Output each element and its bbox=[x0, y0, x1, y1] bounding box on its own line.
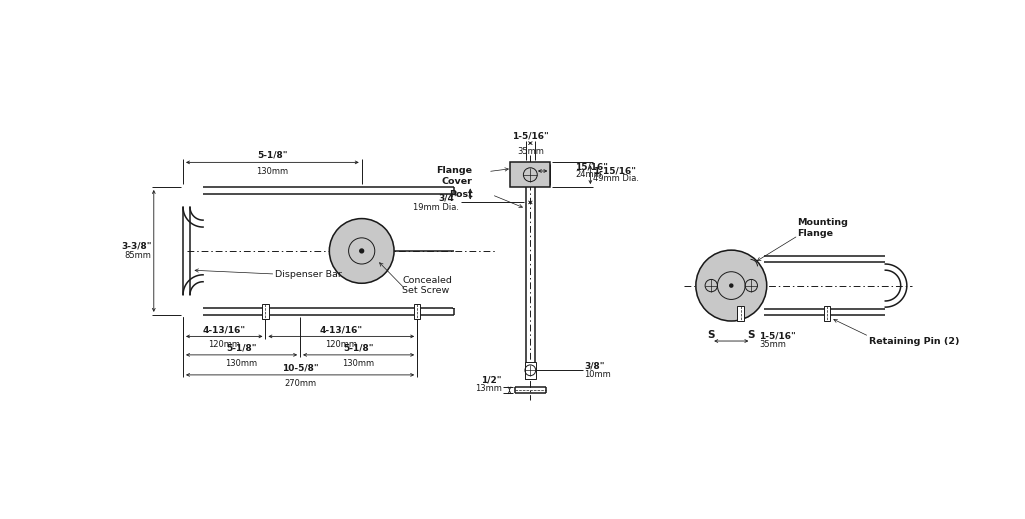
Text: 5-1/8": 5-1/8" bbox=[257, 151, 288, 159]
Text: 3/8": 3/8" bbox=[584, 361, 605, 370]
Text: 120mm: 120mm bbox=[325, 340, 358, 349]
Text: 1/2": 1/2" bbox=[482, 375, 502, 384]
Text: 120mm: 120mm bbox=[208, 340, 240, 349]
Text: 10mm: 10mm bbox=[584, 370, 611, 379]
Text: 1-15/16": 1-15/16" bbox=[592, 167, 636, 175]
Text: S: S bbox=[707, 330, 715, 340]
Text: Post: Post bbox=[449, 190, 473, 199]
Text: S: S bbox=[747, 330, 755, 340]
Text: 1-5/16": 1-5/16" bbox=[758, 332, 795, 341]
Text: 15/16": 15/16" bbox=[575, 163, 608, 172]
Text: 5-1/8": 5-1/8" bbox=[227, 344, 257, 352]
Text: Dispenser Bar: Dispenser Bar bbox=[276, 269, 342, 279]
Text: 4-13/16": 4-13/16" bbox=[320, 325, 363, 334]
Bar bbox=[824, 306, 830, 321]
Text: 24mm: 24mm bbox=[575, 170, 602, 179]
Text: 10-5/8": 10-5/8" bbox=[282, 364, 319, 373]
Text: 5-1/8": 5-1/8" bbox=[343, 344, 374, 352]
Text: 35mm: 35mm bbox=[758, 339, 786, 349]
Text: 85mm: 85mm bbox=[125, 251, 152, 260]
Text: 130mm: 130mm bbox=[256, 167, 288, 176]
Bar bbox=[262, 304, 269, 320]
Circle shape bbox=[360, 249, 364, 253]
Text: 35mm: 35mm bbox=[517, 147, 543, 156]
Text: Mounting
Flange: Mounting Flange bbox=[796, 218, 848, 238]
Text: 4-13/16": 4-13/16" bbox=[203, 325, 246, 334]
Text: Retaining Pin (2): Retaining Pin (2) bbox=[869, 337, 959, 346]
Circle shape bbox=[730, 284, 733, 287]
Text: 270mm: 270mm bbox=[284, 379, 316, 388]
Circle shape bbox=[696, 250, 767, 321]
Text: 1-5/16": 1-5/16" bbox=[511, 131, 548, 140]
Bar bbox=[737, 306, 743, 321]
Text: 130mm: 130mm bbox=[226, 359, 257, 368]
Text: Concealed
Set Screw: Concealed Set Screw bbox=[403, 276, 452, 295]
Text: 130mm: 130mm bbox=[342, 359, 375, 368]
Circle shape bbox=[329, 218, 394, 283]
Text: Flange
Cover: Flange Cover bbox=[437, 166, 473, 186]
Bar bbox=[510, 162, 550, 187]
Bar bbox=[414, 304, 420, 320]
Text: 13mm: 13mm bbox=[475, 384, 502, 393]
Text: 19mm Dia.: 19mm Dia. bbox=[413, 202, 459, 212]
Text: 49mm Dia.: 49mm Dia. bbox=[592, 174, 639, 183]
Text: 3-3/8": 3-3/8" bbox=[121, 241, 152, 250]
Text: 3/4": 3/4" bbox=[438, 193, 459, 202]
Bar bbox=[525, 362, 536, 379]
